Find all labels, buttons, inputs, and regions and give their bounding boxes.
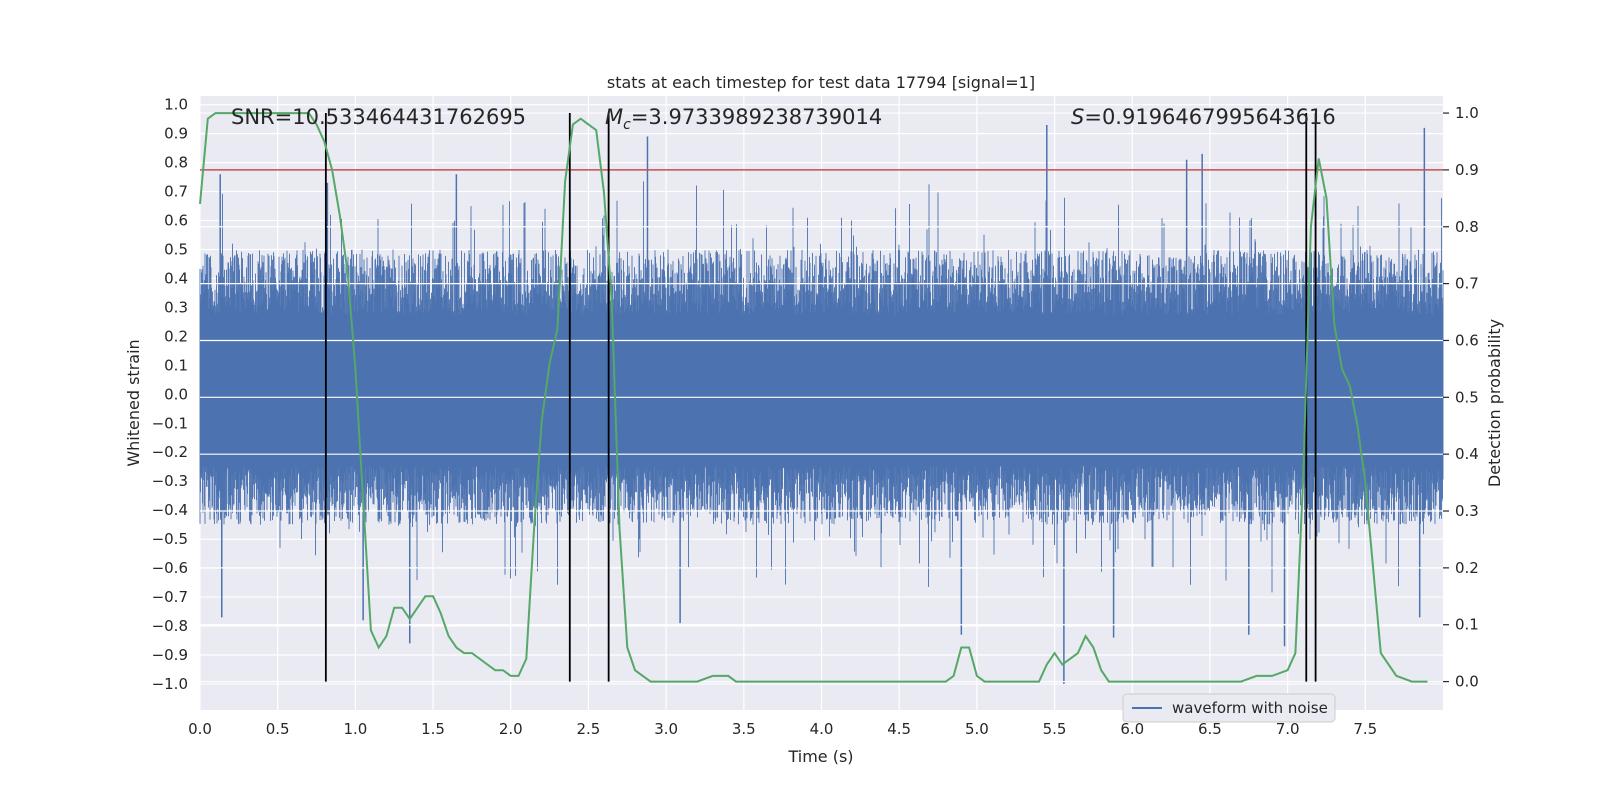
x-tick-label: 4.5 (887, 720, 911, 738)
y-tick-left-label: −1.0 (152, 675, 188, 693)
x-tick-label: 3.5 (732, 720, 756, 738)
x-tick-label: 1.5 (421, 720, 445, 738)
x-tick-label: 6.0 (1120, 720, 1144, 738)
chirp-mass-annotation: Mc=3.9733989238739014 (605, 105, 882, 133)
chart-title: stats at each timestep for test data 177… (607, 73, 1035, 92)
s-annotation: S=0.9196467995643616 (1071, 105, 1336, 129)
y-tick-right-label: 0.7 (1455, 275, 1479, 293)
y-tick-left-label: −0.8 (152, 617, 188, 635)
legend-label: waveform with noise (1172, 699, 1328, 717)
y-tick-left-label: −0.6 (152, 559, 188, 577)
y-tick-left-label: 0.9 (164, 125, 188, 143)
y-tick-left-label: −0.3 (152, 472, 188, 490)
x-tick-label: 0.5 (266, 720, 290, 738)
x-tick-label: 7.5 (1353, 720, 1377, 738)
y-tick-left-label: 1.0 (164, 96, 188, 114)
y-tick-left-label: 0.5 (164, 241, 188, 259)
y-axis-right-label: Detection probability (1485, 319, 1504, 487)
y-tick-left-label: −0.1 (152, 414, 188, 432)
x-axis-label: Time (s) (787, 747, 853, 766)
chirp-mass-subscript: c (623, 117, 631, 133)
x-tick-label: 2.5 (577, 720, 601, 738)
x-tick-label: 7.0 (1276, 720, 1300, 738)
y-tick-left-label: 0.1 (164, 356, 188, 374)
x-tick-label: 1.0 (343, 720, 367, 738)
y-tick-left-label: −0.9 (152, 646, 188, 664)
y-tick-left-label: 0.4 (164, 269, 188, 287)
y-tick-left-label: 0.0 (164, 385, 188, 403)
probability-series (199, 112, 1428, 683)
chirp-mass-symbol: M (605, 105, 623, 129)
chirp-mass-value: =3.9733989238739014 (631, 105, 882, 129)
s-value: =0.9196467995643616 (1084, 105, 1335, 129)
x-tick-label: 5.5 (1043, 720, 1067, 738)
x-tick-label: 2.0 (499, 720, 523, 738)
y-tick-right-label: 0.3 (1455, 502, 1479, 520)
tick-labels: 0.0 0.5 1.0 1.5 2.0 2.5 3.0 3.5 4.0 4.5 5.0 5.5 6.0 6… (152, 96, 1479, 738)
y-tick-right-label: 0.6 (1455, 331, 1479, 349)
probability-line (199, 112, 1428, 683)
y-tick-right-label: 0.1 (1455, 616, 1479, 634)
legend: waveform with noise (1122, 693, 1336, 723)
y-tick-left-label: 0.8 (164, 154, 188, 172)
y-tick-right-label: 1.0 (1455, 104, 1479, 122)
y-tick-left-label: 0.6 (164, 212, 188, 230)
x-tick-label: 0.0 (188, 720, 212, 738)
y-tick-left-label: 0.3 (164, 298, 188, 316)
y-tick-left-label: 0.7 (164, 183, 188, 201)
y-tick-right-label: 0.0 (1455, 673, 1479, 691)
y-axis-left-label: Whitened strain (124, 339, 143, 466)
y-tick-right-label: 0.8 (1455, 218, 1479, 236)
s-symbol: S (1071, 105, 1084, 129)
legend-box (1122, 693, 1336, 723)
x-tick-label: 5.0 (965, 720, 989, 738)
y-tick-left-label: −0.4 (152, 501, 188, 519)
snr-annotation: SNR=10.533464431762695 (231, 105, 526, 129)
x-tick-label: 6.5 (1198, 720, 1222, 738)
y-tick-right-label: 0.2 (1455, 559, 1479, 577)
x-tick-label: 3.0 (654, 720, 678, 738)
y-tick-right-label: 0.4 (1455, 445, 1479, 463)
y-tick-left-label: −0.5 (152, 530, 188, 548)
y-tick-left-label: 0.2 (164, 327, 188, 345)
y-tick-right-label: 0.9 (1455, 161, 1479, 179)
y-tick-right-label: 0.5 (1455, 388, 1479, 406)
y-tick-left-label: −0.7 (152, 588, 188, 606)
x-tick-label: 4.0 (810, 720, 834, 738)
y-tick-left-label: −0.2 (152, 443, 188, 461)
